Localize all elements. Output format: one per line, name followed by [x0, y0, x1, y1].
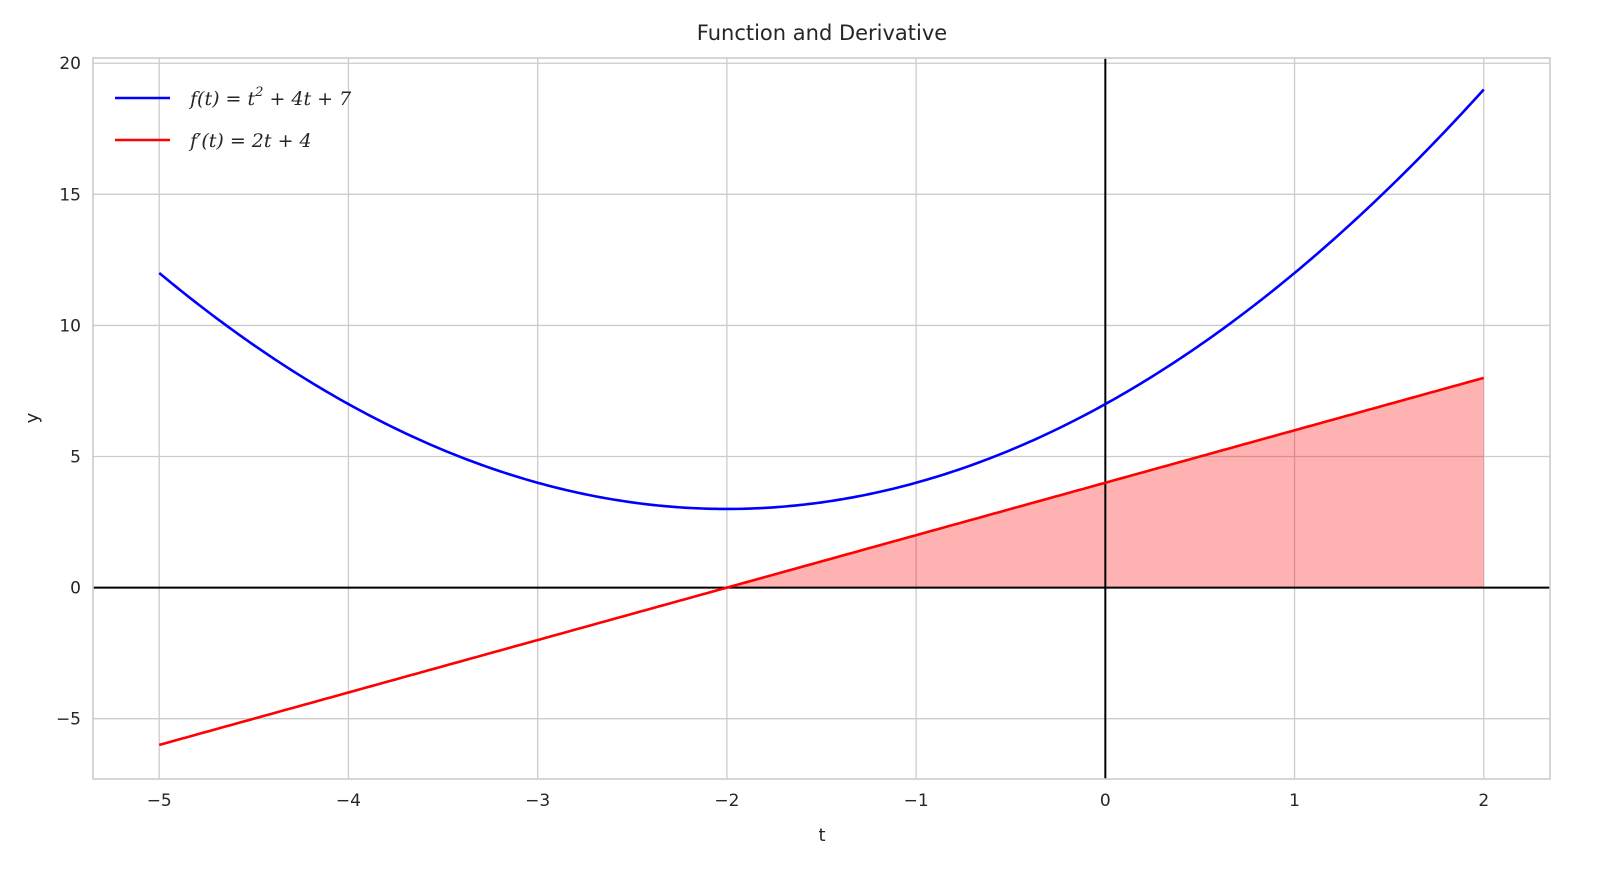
x-tick-label: 2	[1478, 791, 1489, 811]
zero-lines	[93, 58, 1550, 779]
legend-superscript: 2	[254, 85, 263, 100]
legend: f(t) = t2 + 4t + 7 f′(t) = 2t + 4	[115, 85, 352, 152]
series-layer	[158, 88, 1485, 747]
legend-label-part: f′(t) = 2t + 4	[188, 130, 312, 152]
legend-label-part: f(t) = t	[188, 88, 255, 110]
series-line-1	[158, 376, 1485, 747]
y-tick-label: −5	[56, 710, 81, 730]
x-axis-label: t	[818, 825, 825, 846]
x-tick-label: −3	[525, 791, 550, 811]
y-tick-label: 10	[59, 316, 81, 336]
series-line-0	[158, 88, 1485, 511]
legend-label-1: f′(t) = 2t + 4	[188, 130, 312, 152]
x-tick-label: 0	[1100, 791, 1111, 811]
y-tick-label: 15	[59, 185, 81, 205]
x-tick-label: −4	[336, 791, 361, 811]
y-axis-label: y	[22, 412, 43, 423]
y-tick-label: 5	[70, 448, 81, 468]
x-axis-ticks: −5 −4 −3 −2 −1 0 1 2	[147, 791, 1489, 811]
grid-lines	[93, 58, 1550, 779]
x-tick-label: −1	[904, 791, 929, 811]
plot-frame	[92, 57, 1551, 780]
y-tick-label: 0	[70, 579, 81, 599]
legend-label-part: + 4t + 7	[263, 88, 352, 110]
legend-label-0: f(t) = t2 + 4t + 7	[188, 85, 352, 110]
chart-title: Function and Derivative	[697, 21, 947, 45]
y-axis-ticks: −5 0 5 10 15 20	[56, 54, 81, 729]
x-tick-label: −2	[714, 791, 739, 811]
y-tick-label: 20	[59, 54, 81, 74]
x-tick-label: −5	[147, 791, 172, 811]
x-tick-label: 1	[1289, 791, 1300, 811]
